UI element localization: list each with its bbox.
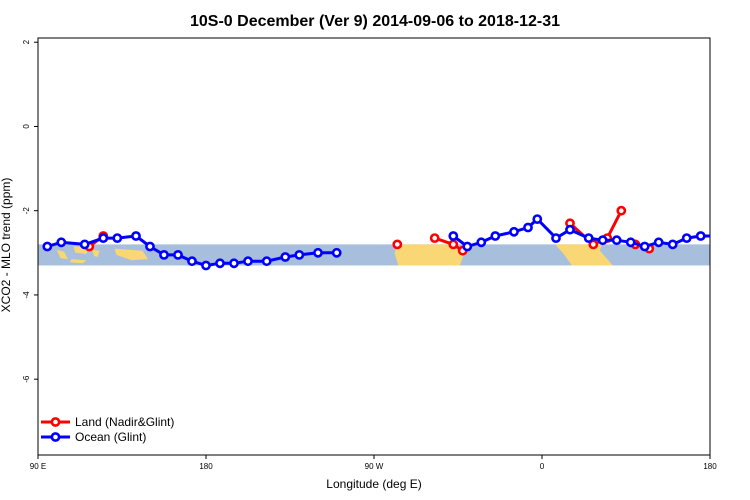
land-shape — [555, 244, 613, 266]
data-point-ocean — [331, 247, 342, 258]
data-point-ocean — [215, 258, 225, 269]
legend-item-land: Land (Nadir&Glint) — [41, 415, 174, 429]
land-shape — [69, 259, 87, 264]
data-point-land — [616, 205, 627, 216]
data-point-ocean — [131, 231, 141, 241]
data-point-ocean — [509, 226, 519, 237]
data-point-ocean — [294, 249, 305, 260]
data-point-ocean — [261, 256, 272, 267]
data-point-ocean — [565, 224, 575, 235]
ocean-band — [38, 244, 710, 266]
legend-item-ocean: Ocean (Glint) — [41, 430, 146, 444]
data-point-ocean — [625, 237, 636, 248]
data-point-ocean — [597, 235, 608, 246]
y-axis: 2 0 -2 -4 -6 — [22, 39, 38, 383]
data-point-ocean — [159, 249, 169, 260]
data-point-ocean — [476, 237, 487, 248]
land-shape — [92, 249, 100, 257]
data-point-ocean — [173, 249, 183, 260]
data-point-land — [588, 239, 599, 250]
x-tick-label: 90 E — [30, 462, 46, 471]
data-point-ocean — [201, 260, 211, 271]
y-tick-label: 0 — [22, 124, 31, 129]
y-tick-label: -4 — [22, 291, 31, 299]
data-point-ocean — [112, 233, 123, 243]
data-point-ocean — [681, 233, 692, 243]
data-point-ocean — [243, 256, 253, 267]
land-shape — [729, 250, 740, 259]
data-point-ocean — [667, 239, 678, 250]
series-layer — [42, 205, 750, 271]
data-point-ocean — [145, 241, 155, 252]
y-tick-label: -2 — [22, 207, 31, 215]
data-point-ocean — [532, 214, 543, 224]
y-axis-label: XCO2 - MLO trend (ppm) — [0, 178, 13, 313]
legend: Land (Nadir&Glint) Ocean (Glint) — [41, 415, 174, 444]
data-point-ocean — [98, 233, 109, 243]
data-point-ocean — [229, 258, 239, 269]
data-point-ocean — [280, 252, 291, 262]
data-point-ocean — [79, 239, 90, 250]
data-point-ocean — [523, 222, 533, 233]
x-axis: 90 E 180 90 W 0 180 — [30, 455, 717, 471]
legend-marker-land — [50, 417, 61, 427]
data-point-ocean — [611, 235, 622, 246]
land-shape — [742, 259, 750, 263]
x-tick-label: 180 — [703, 462, 717, 471]
data-point-ocean — [695, 231, 706, 241]
data-point-ocean — [490, 231, 501, 241]
legend-label-ocean: Ocean (Glint) — [75, 430, 146, 444]
data-point-ocean — [448, 231, 459, 241]
x-tick-label: 0 — [540, 462, 545, 471]
legend-marker-ocean — [50, 432, 61, 442]
land-shape — [114, 248, 149, 261]
land-shape — [394, 244, 464, 266]
legend-label-land: Land (Nadir&Glint) — [75, 415, 174, 429]
data-point-ocean — [639, 241, 650, 252]
land-shape — [746, 247, 750, 254]
data-point-land — [448, 239, 459, 250]
y-tick-label: 2 — [22, 39, 31, 44]
data-point-land — [392, 239, 403, 250]
world-map-band — [38, 244, 750, 266]
data-point-ocean — [56, 237, 67, 248]
chart-title: 10S-0 December (Ver 9) 2014-09-06 to 201… — [190, 13, 560, 30]
series-line-ocean — [452, 217, 710, 248]
x-axis-label: Longitude (deg E) — [326, 477, 421, 491]
data-point-ocean — [653, 237, 664, 248]
y-tick-label: -6 — [22, 375, 31, 383]
data-point-ocean — [313, 247, 323, 258]
data-point-ocean — [551, 233, 561, 243]
data-point-ocean — [709, 234, 710, 238]
data-point-ocean — [583, 233, 594, 243]
data-point-ocean — [462, 241, 473, 252]
data-point-ocean — [187, 256, 197, 267]
data-point-ocean — [42, 241, 53, 252]
series-ocean — [42, 214, 750, 271]
data-point-ocean — [725, 243, 732, 250]
land-shape — [56, 249, 68, 260]
x-tick-label: 90 W — [365, 462, 384, 471]
data-point-ocean — [744, 251, 750, 258]
x-tick-label: 180 — [199, 462, 213, 471]
data-point-land — [429, 233, 440, 243]
